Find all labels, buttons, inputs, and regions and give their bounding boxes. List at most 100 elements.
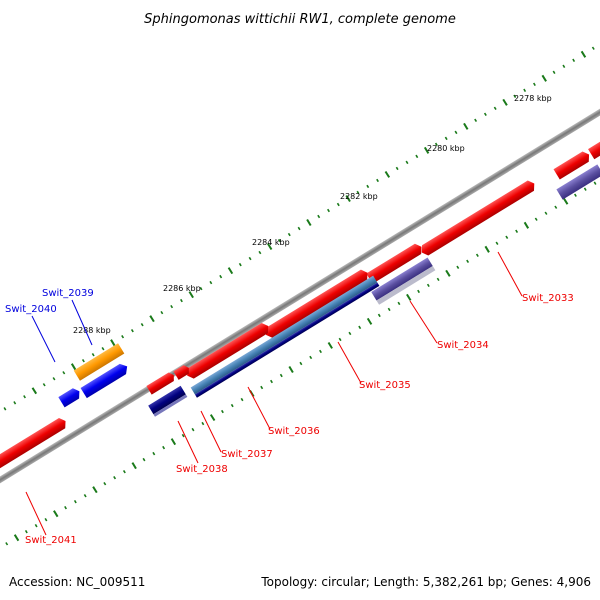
minor-tick: [101, 346, 105, 351]
minor-tick: [436, 277, 440, 282]
major-tick: [523, 221, 530, 229]
major-tick: [562, 197, 569, 205]
minor-tick: [42, 383, 46, 387]
gene-feature-right-2[interactable]: [588, 140, 600, 160]
minor-tick: [523, 88, 527, 92]
minor-tick: [140, 322, 144, 327]
minor-tick: [552, 70, 556, 74]
major-tick: [70, 363, 77, 371]
minor-tick: [23, 395, 26, 399]
minor-tick: [358, 325, 362, 330]
gene-feature-swit-2033[interactable]: [419, 178, 538, 257]
major-tick: [423, 146, 430, 154]
gene-feature-swit-2038[interactable]: [146, 371, 176, 395]
major-tick: [267, 243, 273, 251]
minor-tick: [130, 328, 134, 333]
gene-feature-swit-2039[interactable]: [80, 361, 131, 399]
gene-label-swit-2041[interactable]: Swit_2041: [25, 535, 77, 546]
gene-feature-swit-2037[interactable]: [173, 364, 191, 380]
minor-tick: [162, 445, 166, 450]
major-tick: [541, 74, 547, 82]
minor-tick: [395, 166, 399, 171]
minor-tick: [444, 136, 448, 141]
gene-feature-right-1[interactable]: [553, 149, 593, 180]
gene-feature-swit-2036[interactable]: [184, 321, 271, 381]
gene-label-swit-2035[interactable]: Swit_2035: [359, 380, 411, 391]
gene-feature-swit-2034[interactable]: [366, 242, 424, 284]
minor-tick: [258, 250, 262, 255]
genome-backbone: [0, 73, 600, 519]
minor-tick: [191, 427, 195, 432]
scale-labels: 2278 kbp 2280 kbp 2282 kbp 2284 kbp 2286…: [73, 94, 552, 335]
minor-tick: [415, 154, 419, 159]
gene-feature-swit-2041[interactable]: [0, 416, 69, 473]
gene-feature-swit-2035[interactable]: [263, 268, 371, 340]
minor-tick: [397, 301, 401, 306]
minor-tick: [238, 262, 242, 267]
minor-tick: [417, 289, 420, 294]
feature-navy[interactable]: [148, 385, 188, 417]
minor-tick: [534, 217, 538, 221]
minor-tick: [270, 379, 273, 384]
feature-slate-1[interactable]: [556, 164, 600, 200]
major-tick: [484, 245, 490, 253]
major-tick: [53, 510, 59, 518]
minor-tick: [454, 130, 458, 135]
gene-label-swit-2033[interactable]: Swit_2033: [522, 293, 574, 304]
major-tick: [209, 414, 216, 422]
minor-tick: [513, 94, 517, 99]
feature-steelblue[interactable]: [190, 275, 380, 398]
minor-tick: [122, 469, 126, 474]
minor-tick: [221, 409, 224, 414]
minor-tick: [377, 313, 381, 318]
minor-tick: [309, 355, 313, 360]
gene-label-swit-2040[interactable]: Swit_2040: [5, 304, 57, 315]
minor-tick: [240, 397, 244, 402]
minor-tick: [64, 506, 67, 510]
minor-tick: [113, 475, 117, 480]
minor-tick: [279, 373, 283, 378]
minor-tick: [356, 190, 360, 195]
minor-tick: [62, 371, 66, 375]
minor-tick: [338, 337, 342, 342]
minor-tick: [554, 205, 558, 209]
scale-label: 2288 kbp: [73, 326, 111, 335]
major-tick: [502, 98, 508, 106]
genome-summary-text: Topology: circular; Length: 5,382,261 bp…: [260, 575, 591, 589]
minor-tick: [91, 352, 95, 357]
minor-tick: [572, 58, 576, 62]
minor-tick: [376, 178, 379, 183]
gene-label-swit-2037[interactable]: Swit_2037: [221, 449, 273, 460]
minor-tick: [5, 542, 9, 546]
major-tick: [345, 194, 351, 203]
gene-feature-swit-2040[interactable]: [58, 386, 82, 408]
minor-tick: [562, 64, 566, 68]
minor-tick: [52, 377, 56, 381]
gene-label-swit-2039[interactable]: Swit_2039: [42, 288, 94, 299]
minor-tick: [387, 307, 391, 312]
gene-label-swit-2036[interactable]: Swit_2036: [268, 426, 320, 437]
scale-label: 2286 kbp: [163, 284, 201, 293]
minor-tick: [260, 385, 264, 390]
gene-label-swit-2038[interactable]: Swit_2038: [176, 464, 228, 475]
minor-tick: [180, 298, 183, 303]
feature-slate-2[interactable]: [371, 257, 436, 305]
minor-tick: [248, 256, 252, 261]
gene-label-swit-2034[interactable]: Swit_2034: [437, 340, 489, 351]
minor-tick: [297, 226, 301, 231]
major-tick: [227, 267, 234, 275]
minor-tick: [278, 238, 281, 243]
minor-tick: [366, 184, 370, 189]
minor-tick: [287, 232, 291, 237]
gene-labels: Swit_2033 Swit_2034 Swit_2035 Swit_2036 …: [5, 288, 574, 546]
scale-label: 2282 kbp: [340, 192, 378, 201]
minor-tick: [3, 407, 7, 411]
minor-tick: [160, 310, 164, 315]
major-tick: [327, 341, 333, 349]
major-tick: [406, 293, 412, 301]
minor-tick: [593, 181, 597, 185]
minor-tick: [456, 265, 460, 270]
minor-tick: [142, 457, 146, 462]
gene-feature-swit-2039-orange[interactable]: [73, 343, 125, 381]
